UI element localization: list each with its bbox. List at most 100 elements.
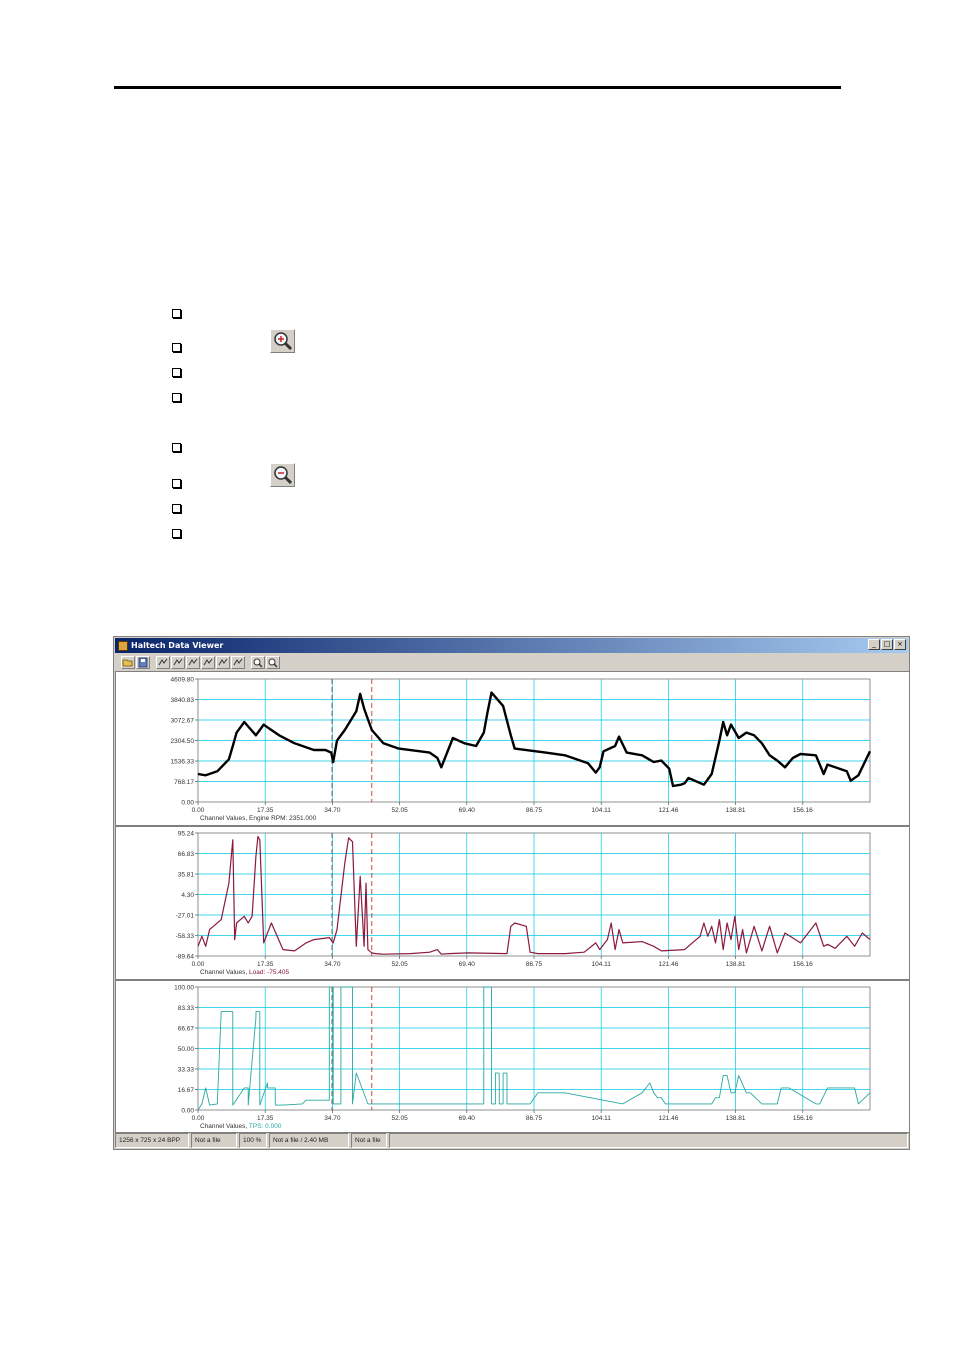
x-tick-label: 69.40	[459, 961, 476, 968]
channel-button[interactable]	[186, 655, 200, 669]
y-tick-label: 83.33	[178, 1005, 195, 1012]
x-tick-label: 156.16	[793, 1115, 813, 1122]
x-tick-label: 0.00	[192, 961, 205, 968]
toolbar	[115, 654, 908, 670]
maximize-button[interactable]: □	[881, 639, 893, 650]
zoom-in-icon	[253, 658, 263, 668]
channel-button[interactable]	[201, 655, 215, 669]
channel-value-label: TPS: 0.000	[249, 1123, 282, 1130]
y-tick-label: -27.01	[176, 913, 195, 920]
x-tick-label: 121.46	[658, 961, 678, 968]
channel-2-icon	[173, 658, 183, 665]
channel-4-icon	[203, 658, 213, 665]
bullet-checkbox	[172, 368, 181, 377]
x-tick-label: 69.40	[459, 807, 476, 814]
y-tick-label: 0.00	[181, 800, 194, 807]
x-tick-label: 17.35	[257, 807, 274, 814]
minimize-button[interactable]: _	[868, 639, 880, 650]
y-tick-label: 4.30	[181, 892, 194, 899]
y-tick-label: 3072.67	[171, 718, 195, 725]
y-tick-label: 66.83	[178, 851, 195, 858]
bullet-checkbox	[172, 343, 181, 352]
x-tick-label: 0.00	[192, 807, 205, 814]
status-file-2: Not a file	[351, 1133, 387, 1148]
window-title: Haltech Data Viewer	[131, 641, 224, 650]
channel-button[interactable]	[216, 655, 230, 669]
x-tick-label: 86.75	[526, 961, 543, 968]
series-line	[197, 835, 871, 955]
y-tick-label: -89.64	[176, 954, 195, 961]
top-rule	[114, 86, 841, 89]
x-tick-label: 52.05	[391, 807, 408, 814]
zoom-in-icon	[274, 332, 293, 351]
x-tick-label: 104.11	[591, 807, 611, 814]
x-tick-label: 86.75	[526, 1115, 543, 1122]
x-tick-label: 138.81	[726, 807, 746, 814]
channel-caption: Channel Values, TPS: 0.000	[200, 1123, 282, 1130]
charts-svg[interactable]: 4609.80 3840.83 3072.67 2304.50 1536.33 768.1…	[116, 672, 909, 1132]
save-icon	[138, 657, 148, 667]
channel-caption: Channel Values, Engine RPM: 2351.000	[200, 815, 317, 822]
status-size: Not a file / 2.40 MB	[269, 1133, 349, 1148]
zoom-in-button[interactable]	[270, 329, 295, 353]
channel-button[interactable]	[171, 655, 185, 669]
chart-panels: 4609.80 3840.83 3072.67 2304.50 1536.33 768.1…	[115, 671, 910, 1133]
open-icon	[122, 659, 133, 666]
x-tick-label: 121.46	[658, 807, 678, 814]
series-line	[197, 986, 871, 1111]
toolbar-zoom-out-button[interactable]	[266, 655, 280, 669]
status-file: Not a file	[191, 1133, 237, 1148]
status-empty	[389, 1133, 908, 1148]
bullet-checkbox	[172, 393, 181, 402]
y-tick-label: 16.67	[178, 1087, 195, 1094]
x-tick-label: 156.16	[793, 807, 813, 814]
save-button[interactable]	[136, 655, 150, 669]
bullet-checkbox	[172, 479, 181, 488]
x-tick-label: 104.11	[591, 1115, 611, 1122]
x-tick-label: 121.46	[658, 1115, 678, 1122]
y-tick-label: -58.33	[176, 933, 195, 940]
x-tick-label: 138.81	[726, 961, 746, 968]
app-icon	[118, 640, 128, 651]
y-tick-label: 3840.83	[171, 697, 195, 704]
bullet-checkbox	[172, 504, 181, 513]
zoom-out-icon	[268, 658, 278, 668]
y-tick-label: 50.00	[178, 1046, 195, 1053]
x-tick-label: 52.05	[391, 1115, 408, 1122]
channel-caption: Channel Values, Load: -75.405	[200, 969, 290, 976]
x-tick-label: 69.40	[459, 1115, 476, 1122]
title-bar[interactable]: Haltech Data Viewer _ □ ×	[115, 638, 908, 653]
channel-button[interactable]	[231, 655, 245, 669]
y-tick-label: 1536.33	[171, 759, 195, 766]
open-button[interactable]	[121, 655, 135, 669]
status-zoom: 100 %	[239, 1133, 267, 1148]
channel-value-label: Load: -75.405	[249, 969, 290, 976]
x-tick-label: 156.16	[793, 961, 813, 968]
y-tick-label: 2304.50	[171, 738, 195, 745]
y-tick-label: 768.17	[174, 779, 194, 786]
y-tick-label: 4609.80	[171, 677, 195, 684]
channel-3-icon	[188, 658, 198, 665]
status-bar: 1256 x 725 x 24 BPP Not a file 100 % Not…	[115, 1133, 908, 1148]
bullet-checkbox	[172, 443, 181, 452]
channel-value-label: Engine RPM: 2351.000	[249, 815, 317, 822]
x-tick-label: 17.35	[257, 1115, 274, 1122]
x-tick-label: 52.05	[391, 961, 408, 968]
x-tick-label: 34.70	[324, 1115, 341, 1122]
x-tick-label: 17.35	[257, 961, 274, 968]
x-tick-label: 34.70	[324, 807, 341, 814]
zoom-out-button[interactable]	[270, 463, 295, 487]
toolbar-zoom-in-button[interactable]	[251, 655, 265, 669]
x-tick-label: 104.11	[591, 961, 611, 968]
close-button[interactable]: ×	[894, 639, 906, 650]
data-viewer-window: Haltech Data Viewer _ □ × 4609.80 3840.83…	[113, 636, 910, 1150]
channel-button[interactable]	[156, 655, 170, 669]
y-tick-label: 95.24	[178, 831, 195, 838]
y-tick-label: 33.33	[178, 1067, 195, 1074]
status-image-info: 1256 x 725 x 24 BPP	[115, 1133, 189, 1148]
y-tick-label: 35.81	[178, 872, 195, 879]
x-tick-label: 0.00	[192, 1115, 205, 1122]
bullet-checkbox	[172, 309, 181, 318]
series-line	[197, 691, 872, 788]
bullet-checkbox	[172, 529, 181, 538]
